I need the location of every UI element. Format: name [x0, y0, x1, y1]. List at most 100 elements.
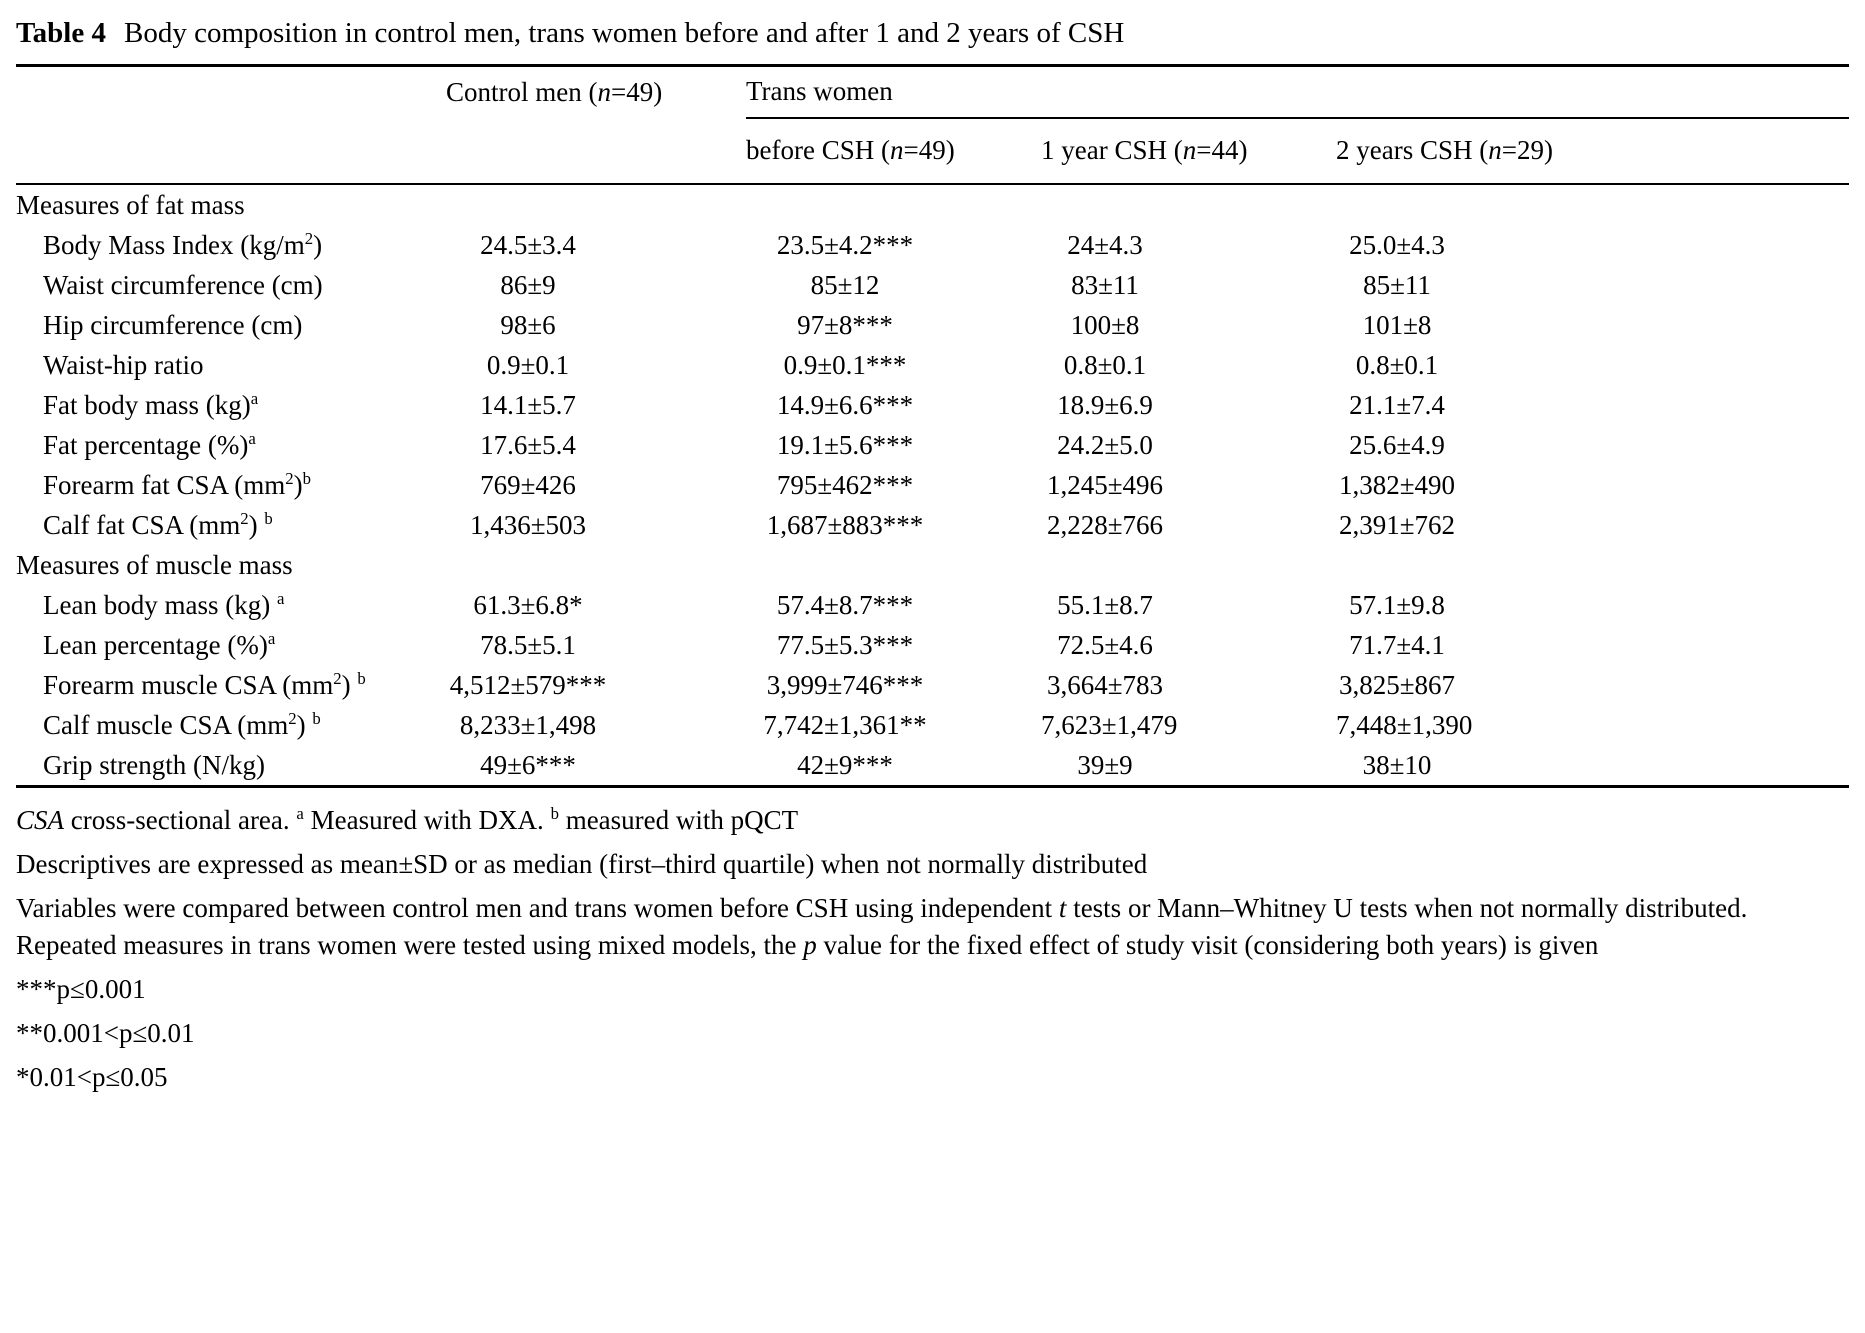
cell-control-men: 49±6*** — [446, 744, 746, 788]
section-header-row: Measures of muscle mass — [16, 545, 1849, 585]
table-row: Hip circumference (cm) 98±6 97±8*** 100±… — [16, 305, 1849, 345]
table-row: Forearm fat CSA (mm2)b 769±426 795±462**… — [16, 465, 1849, 505]
cell-2-years-csh: 7,448±1,390 — [1336, 709, 1473, 740]
table-number: Table 4 — [16, 17, 106, 49]
footnote-descriptives: Descriptives are expressed as mean±SD or… — [16, 848, 1148, 879]
section-header-row: Measures of fat mass — [16, 184, 1849, 225]
cell-1-year-csh: 83±11 — [1071, 269, 1139, 300]
table-row: Body Mass Index (kg/m2) 24.5±3.4 23.5±4.… — [16, 225, 1849, 265]
header-spacer — [16, 66, 446, 118]
cell-2-years-csh: 2,391±762 — [1338, 509, 1456, 540]
cell-1-year-csh: 55.1±8.7 — [1057, 589, 1153, 620]
cell-1-year-csh: 1,245±496 — [1046, 469, 1164, 500]
cell-before-csh: 1,687±883*** — [766, 509, 924, 540]
row-label: Waist circumference (cm) — [43, 269, 323, 300]
cell-control-men: 17.6±5.4 — [480, 429, 576, 460]
cell-control-men: 61.3±6.8* — [473, 589, 583, 620]
paper-page: Table 4 Body composition in control men, … — [16, 14, 1849, 1096]
footnote-abbreviations: CSA cross-sectional area. a Measured wit… — [16, 803, 799, 835]
row-label: Lean body mass (kg) a — [43, 588, 285, 620]
cell-1-year-csh: 0.8±0.1 — [1063, 349, 1147, 380]
cell-before-csh: 57.4±8.7*** — [776, 589, 914, 620]
cell-1-year-csh: 39±9 — [1041, 744, 1336, 788]
cell-1-year-csh: 24±4.3 — [1067, 229, 1143, 260]
footnote-sig-p05: *0.01<p≤0.05 — [16, 1061, 168, 1092]
section-label: Measures of fat mass — [16, 189, 245, 220]
cell-before-csh: 42±9*** — [746, 744, 1041, 788]
cell-control-men: 24.5±3.4 — [480, 229, 576, 260]
header-spacer — [16, 117, 446, 185]
table-row: Forearm muscle CSA (mm2) b 4,512±579*** … — [16, 665, 1849, 705]
footnote-sig-p01: **0.001<p≤0.01 — [16, 1017, 195, 1048]
row-label: Body Mass Index (kg/m2) — [43, 228, 323, 260]
column-header-control-men: Control men (n=49) — [446, 76, 663, 107]
cell-before-csh: 23.5±4.2*** — [776, 229, 914, 260]
cell-before-csh: 0.9±0.1*** — [783, 349, 907, 380]
cell-control-men: 0.9±0.1 — [486, 349, 570, 380]
cell-control-men: 1,436±503 — [469, 509, 587, 540]
column-group-trans-women: Trans women — [746, 65, 1849, 119]
table-row: Lean body mass (kg) a 61.3±6.8* 57.4±8.7… — [16, 585, 1849, 625]
cell-2-years-csh: 38±10 — [1336, 744, 1849, 788]
header-row-groups: Control men (n=49) Trans women — [16, 65, 1849, 119]
row-label: Forearm muscle CSA (mm2) b — [43, 668, 366, 700]
cell-control-men: 8,233±1,498 — [459, 709, 597, 740]
column-header-2-years-csh: 2 years CSH (n=29) — [1336, 117, 1849, 185]
cell-control-men: 78.5±5.1 — [480, 629, 576, 660]
cell-before-csh: 7,742±1,361** — [763, 709, 927, 740]
cell-2-years-csh: 25.0±4.3 — [1349, 229, 1445, 260]
table-row: Calf fat CSA (mm2) b 1,436±503 1,687±883… — [16, 505, 1849, 545]
table-row: Waist circumference (cm) 86±9 85±12 83±1… — [16, 265, 1849, 305]
cell-2-years-csh: 85±11 — [1363, 269, 1431, 300]
row-label: Fat percentage (%)a — [43, 428, 256, 460]
cell-2-years-csh: 21.1±7.4 — [1349, 389, 1445, 420]
cell-control-men: 14.1±5.7 — [480, 389, 576, 420]
row-label: Calf muscle CSA (mm2) b — [43, 708, 321, 740]
row-label: Hip circumference (cm) — [43, 309, 303, 340]
table-caption: Table 4 Body composition in control men, … — [16, 14, 1849, 52]
table-row: Calf muscle CSA (mm2) b 8,233±1,498 7,74… — [16, 705, 1849, 745]
cell-1-year-csh: 72.5±4.6 — [1057, 629, 1153, 660]
header-row-subcolumns: before CSH (n=49) 1 year CSH (n=44) 2 ye… — [16, 117, 1849, 185]
row-label: Waist-hip ratio — [43, 349, 204, 380]
footnote-methods: Variables were compared between control … — [16, 892, 1748, 960]
table-caption-text: Body composition in control men, trans w… — [124, 17, 1125, 49]
cell-1-year-csh: 3,664±783 — [1046, 669, 1164, 700]
table-row: Waist-hip ratio 0.9±0.1 0.9±0.1*** 0.8±0… — [16, 345, 1849, 385]
cell-control-men: 769±426 — [480, 469, 576, 500]
cell-before-csh: 19.1±5.6*** — [776, 429, 914, 460]
body-composition-table: Control men (n=49) Trans women before CS… — [16, 64, 1849, 788]
table-row: Lean percentage (%)a 78.5±5.1 77.5±5.3**… — [16, 625, 1849, 665]
cell-before-csh: 14.9±6.6*** — [776, 389, 914, 420]
cell-1-year-csh: 24.2±5.0 — [1057, 429, 1153, 460]
section-label: Measures of muscle mass — [16, 549, 293, 580]
cell-control-men: 4,512±579*** — [449, 669, 607, 700]
cell-2-years-csh: 57.1±9.8 — [1349, 589, 1445, 620]
cell-2-years-csh: 0.8±0.1 — [1355, 349, 1439, 380]
cell-2-years-csh: 1,382±490 — [1338, 469, 1456, 500]
header-spacer — [446, 117, 746, 185]
cell-1-year-csh: 2,228±766 — [1046, 509, 1164, 540]
table-row: Fat percentage (%)a 17.6±5.4 19.1±5.6***… — [16, 425, 1849, 465]
cell-2-years-csh: 71.7±4.1 — [1349, 629, 1445, 660]
row-label: Forearm fat CSA (mm2)b — [43, 468, 311, 500]
column-header-before-csh: before CSH (n=49) — [746, 117, 1041, 185]
cell-before-csh: 85±12 — [810, 269, 880, 300]
cell-before-csh: 77.5±5.3*** — [776, 629, 914, 660]
cell-before-csh: 795±462*** — [776, 469, 914, 500]
footnotes: CSA cross-sectional area. a Measured wit… — [16, 788, 1849, 1096]
cell-before-csh: 3,999±746*** — [766, 669, 924, 700]
row-label: Calf fat CSA (mm2) b — [43, 508, 273, 540]
cell-2-years-csh: 25.6±4.9 — [1349, 429, 1445, 460]
table-row: Grip strength (N/kg) 49±6*** 42±9*** 39±… — [16, 744, 1849, 788]
cell-before-csh: 97±8*** — [797, 309, 893, 340]
footnote-sig-p001: ***p≤0.001 — [16, 973, 146, 1004]
cell-control-men: 86±9 — [500, 269, 556, 300]
cell-control-men: 98±6 — [500, 309, 556, 340]
cell-2-years-csh: 3,825±867 — [1338, 669, 1456, 700]
cell-1-year-csh: 100±8 — [1070, 309, 1140, 340]
row-label: Grip strength (N/kg) — [16, 744, 446, 788]
row-label: Fat body mass (kg)a — [43, 388, 259, 420]
table-row: Fat body mass (kg)a 14.1±5.7 14.9±6.6***… — [16, 385, 1849, 425]
row-label: Lean percentage (%)a — [43, 628, 276, 660]
